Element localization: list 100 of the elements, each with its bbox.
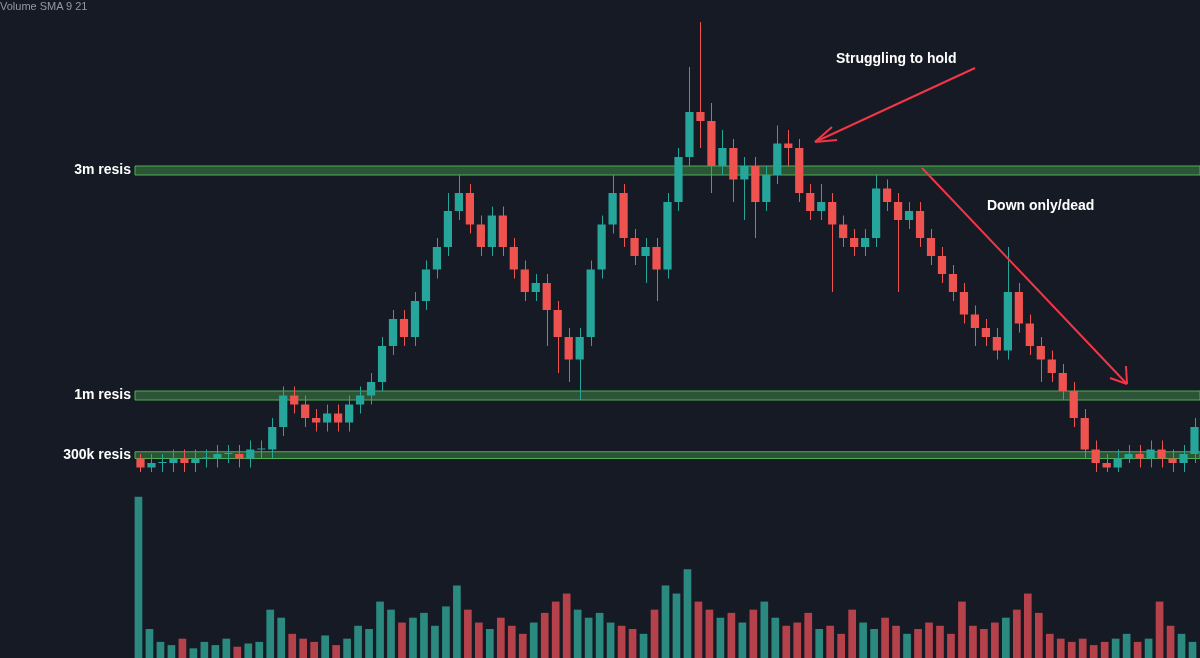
candlestick <box>1179 444 1188 473</box>
bar <box>277 617 286 658</box>
candlestick <box>213 444 222 468</box>
bar <box>222 638 231 658</box>
bar <box>1078 638 1087 658</box>
candlestick <box>1168 449 1177 473</box>
bar <box>639 633 648 658</box>
candlestick <box>948 264 958 302</box>
candlestick <box>180 449 189 473</box>
candlestick <box>454 174 464 221</box>
bar <box>925 622 933 658</box>
candlestick <box>926 228 936 266</box>
bar <box>420 612 428 658</box>
bar <box>233 646 242 658</box>
bar <box>255 641 264 658</box>
bar <box>782 625 791 658</box>
candlestick <box>630 228 639 266</box>
candlestick <box>202 449 211 468</box>
candlestick <box>224 444 233 464</box>
candlestick <box>828 192 837 293</box>
candlestick <box>191 449 200 473</box>
bar <box>727 612 736 658</box>
bar <box>837 633 846 658</box>
bar <box>694 601 703 658</box>
bar <box>1045 633 1054 658</box>
bar <box>595 612 604 658</box>
annotation: Down only/dead <box>987 197 1095 213</box>
bar <box>453 585 461 658</box>
candlestick <box>959 282 969 324</box>
bar <box>848 609 856 658</box>
bar <box>617 625 626 658</box>
bar <box>442 606 450 658</box>
candlestick <box>246 440 255 468</box>
bar <box>529 622 538 658</box>
bar <box>496 617 505 658</box>
bar <box>343 638 351 658</box>
bar <box>738 622 747 658</box>
bar <box>661 585 670 658</box>
bar <box>288 633 297 658</box>
candlestick <box>904 201 914 230</box>
bar <box>365 628 373 658</box>
bar <box>771 617 780 658</box>
candlestick <box>432 237 442 279</box>
bar <box>540 612 549 658</box>
bar <box>518 633 527 658</box>
band-label: 3m resis <box>74 161 132 178</box>
bar <box>1034 612 1043 658</box>
bar <box>464 609 472 658</box>
candlestick <box>992 327 1001 360</box>
band-label: 1m resis <box>74 386 132 403</box>
bar <box>299 638 308 658</box>
band-label: 300k resis <box>63 445 132 462</box>
candlestick <box>1058 363 1067 401</box>
bar <box>628 628 637 658</box>
candlestick <box>290 386 299 414</box>
bar <box>716 617 725 658</box>
bar <box>1122 633 1131 658</box>
bar <box>1155 601 1164 658</box>
bar <box>485 628 494 658</box>
annotation: Struggling to hold <box>836 50 957 66</box>
bar <box>1002 617 1010 658</box>
candlestick <box>806 183 815 221</box>
bar <box>606 622 615 658</box>
bar <box>354 625 362 658</box>
bar <box>1013 609 1021 658</box>
candlestick <box>564 327 573 383</box>
bar <box>749 609 758 658</box>
bar <box>200 641 209 658</box>
candlestick <box>366 372 376 405</box>
bar <box>881 617 889 658</box>
candlestick <box>1157 440 1166 468</box>
bar <box>321 635 329 658</box>
bar <box>947 633 955 658</box>
candlestick <box>1135 444 1144 468</box>
bar <box>409 617 417 658</box>
candlestick <box>257 440 266 459</box>
bar <box>826 625 835 658</box>
bar <box>903 633 911 658</box>
candlestick <box>1113 449 1122 473</box>
bar <box>376 601 384 658</box>
candlestick <box>1146 440 1155 468</box>
bar <box>1067 641 1076 658</box>
bar <box>958 601 966 658</box>
text: Volume SMA 9 21 <box>0 0 88 12</box>
candlestick <box>1091 440 1100 473</box>
candlestick <box>817 183 826 221</box>
candlestick <box>850 228 859 257</box>
candlestick <box>323 404 332 432</box>
bar <box>507 625 516 658</box>
candlestick <box>1047 350 1056 383</box>
candlestick <box>970 305 980 347</box>
bar <box>145 628 154 658</box>
candlestick <box>520 260 529 302</box>
candlestick <box>268 417 277 459</box>
bar <box>991 622 999 658</box>
bar <box>1023 593 1032 658</box>
bar <box>793 622 802 658</box>
bar <box>551 601 560 658</box>
bar <box>211 645 220 658</box>
bar <box>936 625 944 658</box>
